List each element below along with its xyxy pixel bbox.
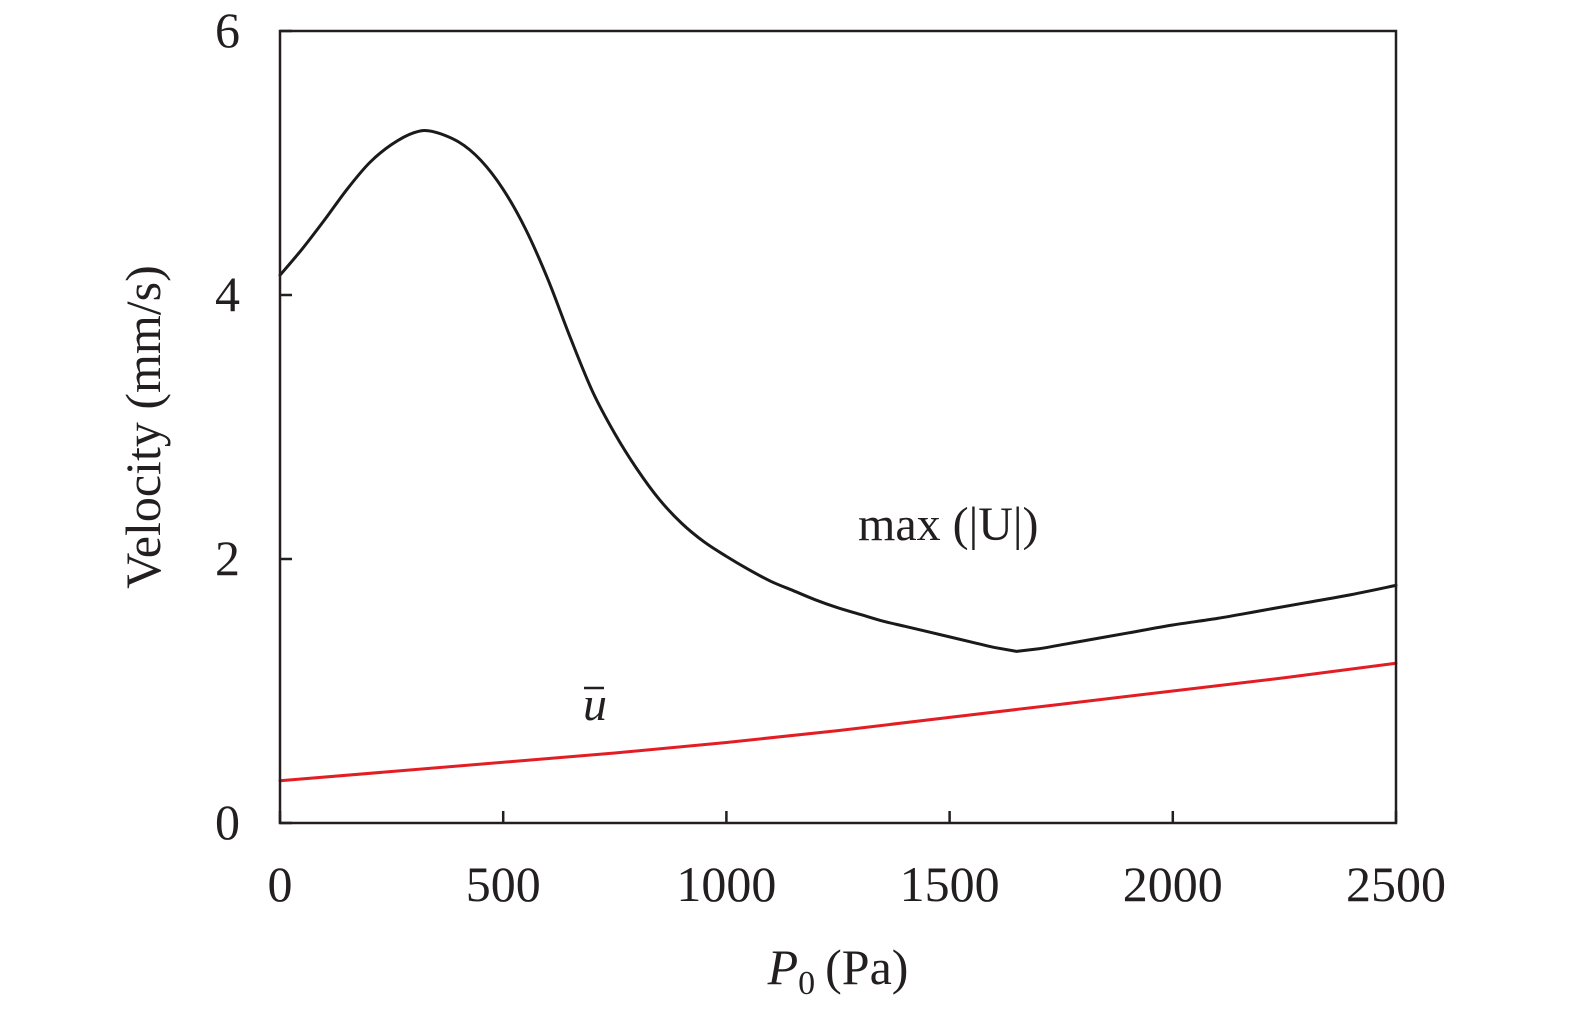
y-tick-label: 2 xyxy=(215,530,240,586)
series-max-u-line xyxy=(278,128,1398,653)
tick-layer: 0 500 1000 1500 2000 2500 0 2 4 6 xyxy=(215,2,1446,912)
x-axis-symbol: P xyxy=(767,939,799,995)
annotation-max-u: max (|U|) xyxy=(858,498,1039,551)
y-tick-label: 4 xyxy=(215,266,240,322)
y-tick-label: 6 xyxy=(215,2,240,58)
x-tick-label: 1000 xyxy=(676,856,776,912)
x-tick-label: 2500 xyxy=(1346,856,1446,912)
x-tick-label: 500 xyxy=(466,856,541,912)
annotation-u: u xyxy=(583,678,607,731)
x-axis-subscript: 0 xyxy=(798,965,815,1002)
y-axis-title: Velocity (mm/s) xyxy=(115,265,171,589)
x-tick-label: 2000 xyxy=(1123,856,1223,912)
x-axis-unit: (Pa) xyxy=(825,939,908,995)
series-layer xyxy=(278,128,1398,783)
x-tick-label: 0 xyxy=(268,856,293,912)
x-axis-title: P0 (Pa) xyxy=(767,939,909,1002)
plot-frame xyxy=(278,29,1398,825)
y-tick-label: 0 xyxy=(215,794,240,850)
annotation-u-bar: u xyxy=(583,678,607,731)
x-tick-label: 1500 xyxy=(900,856,1000,912)
series-u-bar-line xyxy=(278,661,1398,783)
